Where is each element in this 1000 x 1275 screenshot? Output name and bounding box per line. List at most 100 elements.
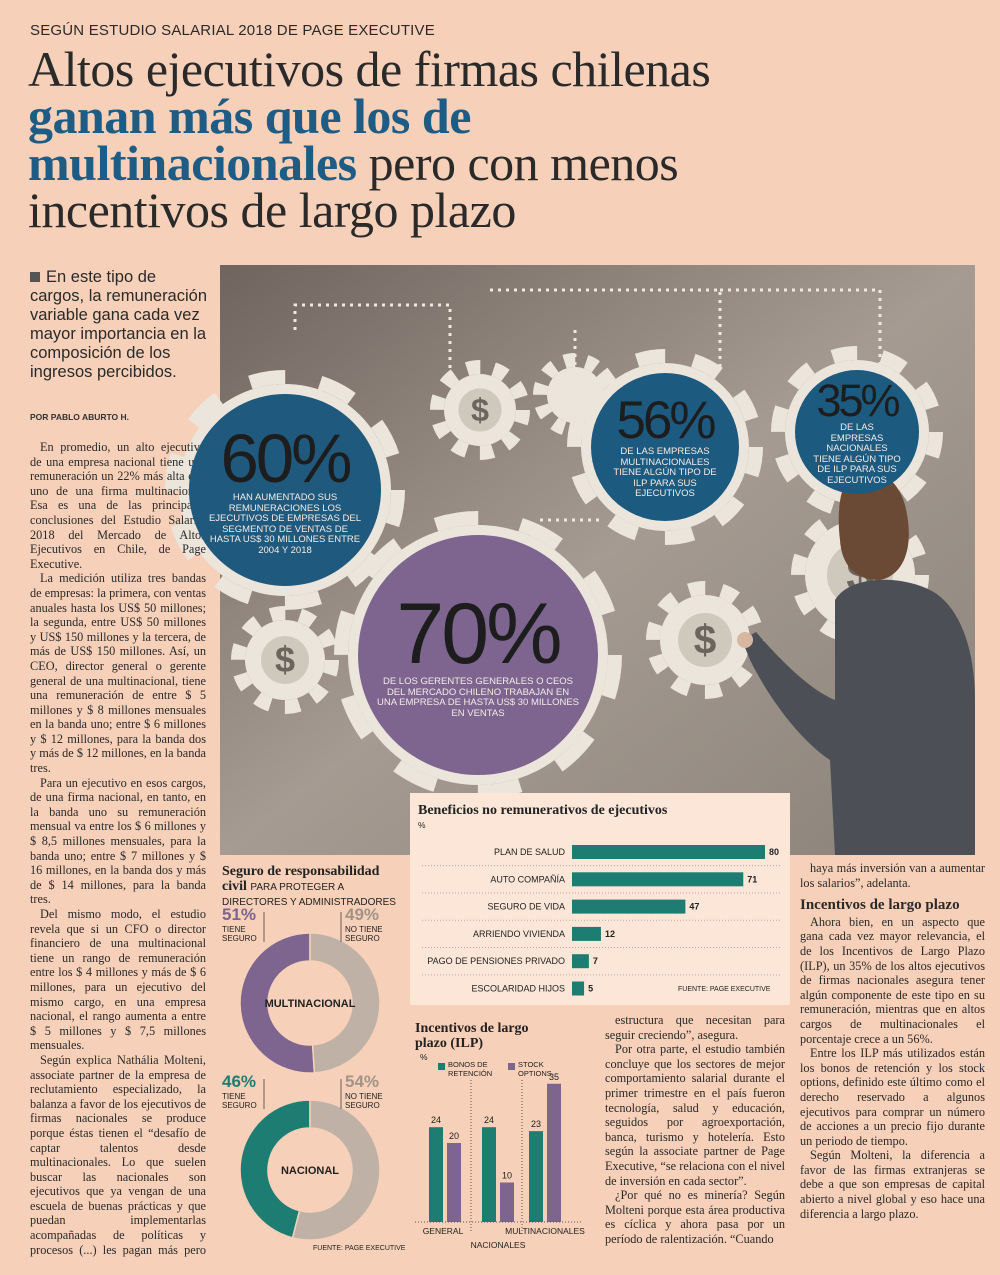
stat-figure: 56% <box>616 391 716 451</box>
stat-bubble: 70% DE LOS GERENTES GENERALES O CEOS DEL … <box>358 535 598 775</box>
chart-title-text: Seguro de responsabilidad civil <box>222 864 380 894</box>
bar <box>572 872 744 887</box>
headline-part: pero con menos incentivos de largo plazo <box>28 135 679 238</box>
stat-figure: 35% <box>816 375 900 426</box>
gear-hub <box>458 388 502 432</box>
headline: Altos ejecutivos de firmas chilenas gana… <box>28 44 768 235</box>
paragraph: Según explica Nathália Molteni, associat… <box>30 1052 206 1258</box>
paragraph: ¿Por qué no es minería? Según Molteni po… <box>605 1188 785 1246</box>
donut-segment <box>309 932 381 1074</box>
value-label: 24 <box>431 1115 441 1125</box>
stat-bubble: 60% HAN AUMENTADO SUS REMUNERACIONES LOS … <box>189 394 381 586</box>
donut-segment <box>291 1099 381 1241</box>
category-label: GENERAL <box>423 1226 464 1236</box>
bar <box>447 1143 461 1222</box>
byline: POR PABLO ABURTO H. <box>30 412 130 422</box>
category-label: PLAN DE SALUD <box>494 847 566 857</box>
stat-bubble: 56% DE LAS EMPRESAS MULTINACIONALES TIENE… <box>591 373 739 521</box>
headline-part: Altos ejecutivos de firmas chilenas <box>28 41 711 97</box>
paragraph: En promedio, un alto ejecutivo de una em… <box>30 440 206 571</box>
paragraph: Entre los ILP más utilizados están los b… <box>800 1046 985 1148</box>
column: En promedio, un alto ejecutivo de una em… <box>30 440 206 1258</box>
paragraph: Para un ejecutivo en esos cargos, de una… <box>30 775 206 907</box>
bar <box>572 954 589 969</box>
source: FUENTE: PAGE EXECUTIVE <box>678 986 771 993</box>
chart-unit: % <box>420 1052 428 1062</box>
gear-symbol: $ <box>471 392 489 428</box>
chart-title: Beneficios no remunerativos de ejecutivo… <box>418 803 668 818</box>
gear-teeth <box>430 360 530 460</box>
category-label: TIENE SEGURO <box>222 1092 257 1110</box>
value-label: 24 <box>484 1115 494 1125</box>
legend-label: STOCK OPTIONS <box>518 1060 552 1078</box>
woman <box>737 469 975 855</box>
stat-text: DE LAS EMPRESAS NACIONALES TIENE ALGÚN T… <box>813 422 901 486</box>
value-label: 46% <box>222 1072 256 1091</box>
subhead: Incentivos de largo plazo <box>800 897 960 914</box>
gear-symbol: $ <box>275 639 295 680</box>
paragraph: haya más inversión van a aumentar los sa… <box>800 861 985 890</box>
chart-title: Seguro de responsabilidad civil PARA PRO… <box>222 864 402 909</box>
stat-bubble: 35% DE LAS EMPRESAS NACIONALES TIENE ALGÚ… <box>795 370 919 494</box>
value-label: 80 <box>769 847 779 857</box>
category-label: NO TIENE SEGURO <box>345 1092 383 1110</box>
chart-subtitle: PARA PROTEGER A DIRECTORES Y ADMINISTRAD… <box>222 882 396 908</box>
bar <box>529 1131 543 1222</box>
value-label: 10 <box>502 1171 512 1181</box>
column: estructura que necesitan para seguir cre… <box>605 1013 785 1258</box>
paragraph: Del mismo modo, el estudio revela que si… <box>30 907 206 1053</box>
donut-label: NACIONAL <box>281 1165 339 1177</box>
value-label: 23 <box>531 1119 541 1129</box>
bar <box>482 1127 496 1222</box>
legend-swatch <box>438 1063 445 1070</box>
value-label: 5 <box>588 984 593 994</box>
value-label: 54% <box>345 1072 379 1091</box>
bar <box>500 1182 514 1222</box>
paragraph: Según Molteni, la diferencia a favor de … <box>800 1148 985 1221</box>
chart-panel <box>410 793 790 1005</box>
category-label: ESCOLARIDAD HIJOS <box>471 984 565 994</box>
value-label: 7 <box>593 956 598 966</box>
gear-teeth <box>165 370 405 610</box>
paragraph: Ahora bien, en un aspecto que gana cada … <box>800 914 985 1046</box>
kicker: SEGÚN ESTUDIO SALARIAL 2018 DE PAGE EXEC… <box>30 22 435 39</box>
value-label: 35 <box>549 1072 559 1082</box>
stat-figure: 70% <box>396 586 562 682</box>
paragraph: La medición utiliza tres bandas de empre… <box>30 571 206 776</box>
stat-figure: 60% <box>220 420 352 497</box>
gear-teeth <box>567 349 763 545</box>
bar <box>572 981 585 996</box>
category-label: AUTO COMPAÑÍA <box>490 874 565 884</box>
bar <box>572 899 686 914</box>
source: FUENTE: PAGE EXECUTIVE <box>313 1245 406 1252</box>
column: haya más inversión van a aumentar los sa… <box>800 861 985 1258</box>
category-label: NO TIENE SEGURO <box>345 925 383 943</box>
bar <box>429 1127 443 1222</box>
paragraph: Por otra parte, el estudio también concl… <box>605 1042 785 1188</box>
chart-unit: % <box>418 820 426 830</box>
chart-title: Incentivos de largo plazo (ILP) <box>415 1021 529 1051</box>
value-label: 20 <box>449 1131 459 1141</box>
donut-label: MULTINACIONAL <box>265 998 356 1010</box>
legend-label: BONOS DE RETENCIÓN <box>448 1060 493 1078</box>
bar <box>572 845 765 859</box>
value-label: 71 <box>747 874 757 884</box>
value-label: 47 <box>689 902 699 912</box>
paragraph: estructura que necesitan para seguir cre… <box>605 1013 785 1042</box>
legend-swatch <box>508 1063 515 1070</box>
stat-text: DE LOS GERENTES GENERALES O CEOS DEL MER… <box>376 676 580 719</box>
gear-teeth <box>334 511 622 799</box>
category-label: SEGURO DE VIDA <box>487 902 565 912</box>
value-label: 12 <box>605 929 615 939</box>
category-label: NACIONALES <box>471 1240 526 1250</box>
category-label: PAGO DE PENSIONES PRIVADO <box>427 956 565 966</box>
stat-text: HAN AUMENTADO SUS REMUNERACIONES LOS EJE… <box>208 492 362 556</box>
gear <box>547 367 603 423</box>
gear-hub <box>261 636 309 684</box>
donut-segment <box>239 1099 311 1239</box>
gear-hub <box>678 613 732 667</box>
category-label: TIENE SEGURO <box>222 925 257 943</box>
bar <box>547 1083 561 1222</box>
gear-symbol: $ <box>694 617 717 663</box>
